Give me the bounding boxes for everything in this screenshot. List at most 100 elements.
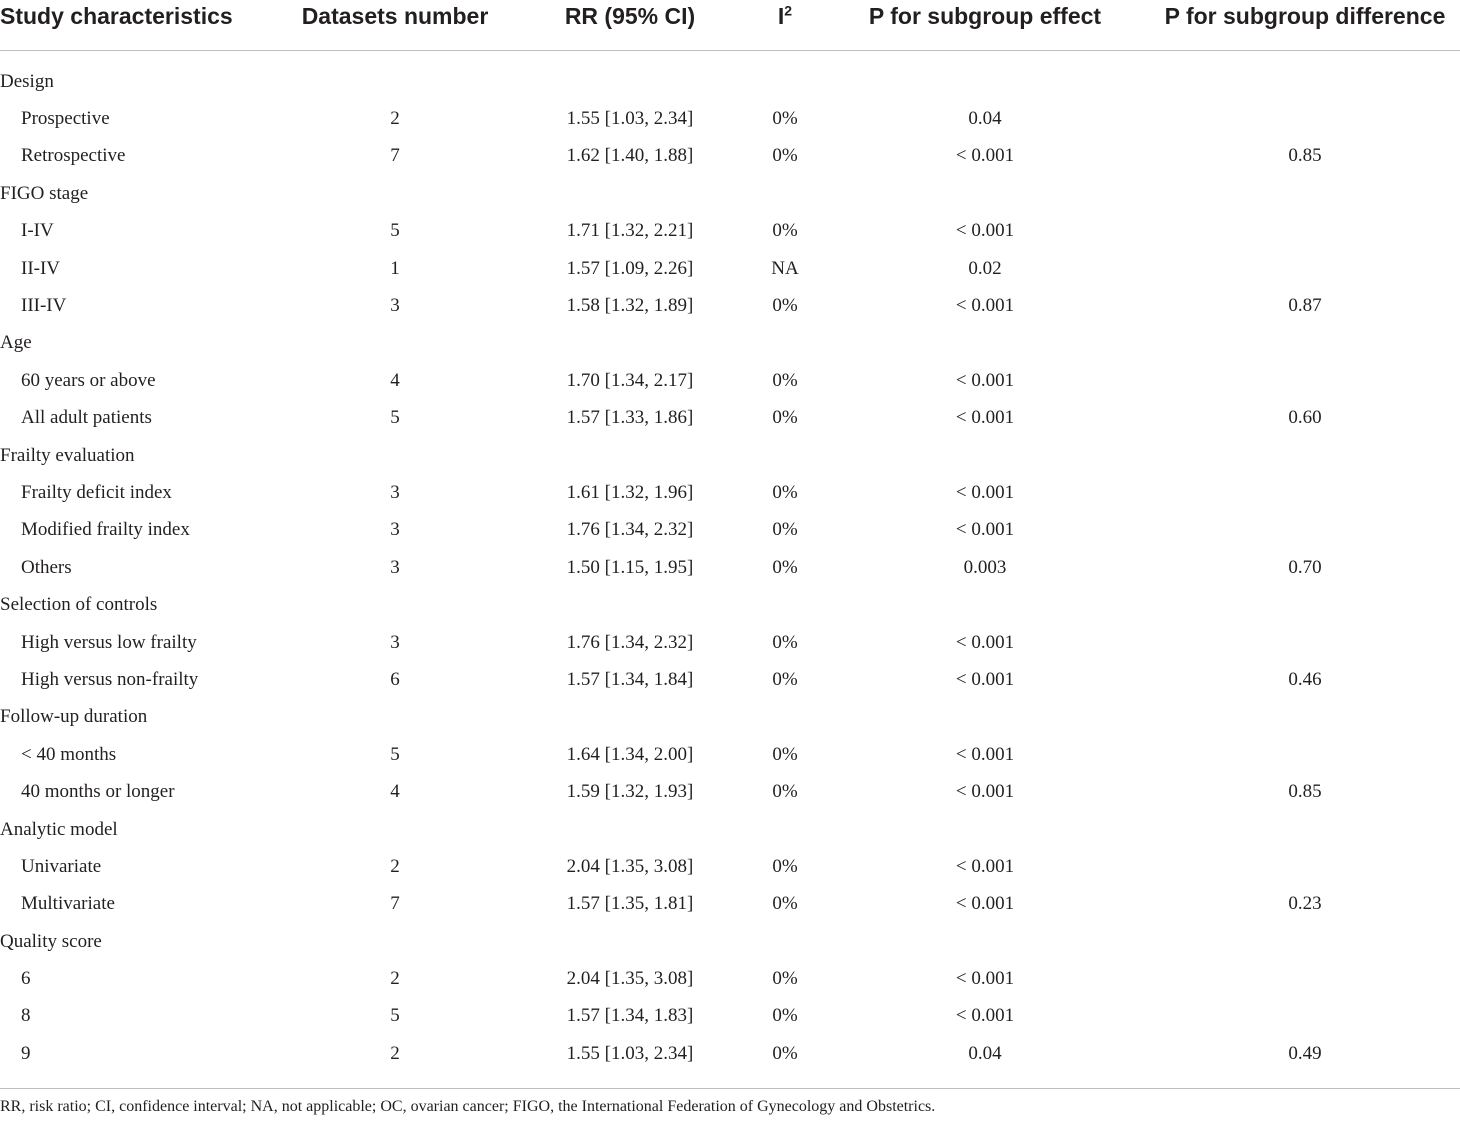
table-row: All adult patients 5 1.57 [1.33, 1.86] 0% < … xyxy=(0,400,1460,437)
header-p-subgroup-effect: P for subgroup effect xyxy=(820,0,1150,51)
p-subgroup-effect-cell xyxy=(820,699,1150,736)
datasets-number-cell: 3 xyxy=(390,631,400,653)
subgroup-label: High versus low frailty xyxy=(21,631,197,653)
p-subgroup-effect-cell: < 0.001 xyxy=(955,631,1015,653)
i2-cell: 0% xyxy=(772,668,798,690)
p-subgroup-effect-cell: < 0.001 xyxy=(955,407,1015,429)
group-label: Analytic model xyxy=(0,818,118,840)
risk-ratio-cell xyxy=(510,699,750,736)
p-subgroup-difference-cell xyxy=(1150,736,1460,773)
datasets-number-cell: 4 xyxy=(390,369,400,391)
p-subgroup-difference-cell xyxy=(1150,437,1460,474)
datasets-number-cell: 4 xyxy=(390,781,400,803)
datasets-number-cell: 6 xyxy=(390,668,400,690)
subgroup-label: High versus non-frailty xyxy=(21,668,199,690)
p-subgroup-effect-cell xyxy=(820,437,1150,474)
risk-ratio-cell: 1.58 [1.32, 1.89] xyxy=(566,295,694,317)
subgroup-label: Others xyxy=(21,556,72,578)
header-study-characteristics: Study characteristics xyxy=(0,0,280,51)
datasets-number-cell: 5 xyxy=(390,407,400,429)
p-subgroup-effect-cell xyxy=(820,325,1150,362)
subgroup-label: Modified frailty index xyxy=(21,519,190,541)
table-group-row: Analytic model xyxy=(0,811,1460,848)
i2-cell: 0% xyxy=(772,145,798,167)
table-group-row: Frailty evaluation xyxy=(0,437,1460,474)
risk-ratio-cell xyxy=(510,923,750,960)
risk-ratio-cell xyxy=(510,325,750,362)
p-subgroup-difference-cell xyxy=(1150,100,1460,137)
datasets-number-cell xyxy=(280,923,510,960)
table-row: Retrospective 7 1.62 [1.40, 1.88] 0% < 0.001… xyxy=(0,138,1460,175)
datasets-number-cell: 3 xyxy=(390,295,400,317)
datasets-number-cell: 2 xyxy=(390,968,400,990)
p-subgroup-difference-cell: 0.85 xyxy=(1288,781,1322,803)
i2-cell xyxy=(750,325,820,362)
table-row: Multivariate 7 1.57 [1.35, 1.81] 0% < 0.001 0… xyxy=(0,886,1460,923)
table-row: I-IV 5 1.71 [1.32, 2.21] 0% < 0.001 xyxy=(0,213,1460,250)
risk-ratio-cell: 1.57 [1.34, 1.84] xyxy=(566,668,694,690)
p-subgroup-effect-cell xyxy=(820,923,1150,960)
datasets-number-cell: 5 xyxy=(390,743,400,765)
group-label: FIGO stage xyxy=(0,182,89,204)
table-row: Prospective 2 1.55 [1.03, 2.34] 0% 0.04 xyxy=(0,100,1460,137)
subgroup-label: Retrospective xyxy=(21,145,126,167)
datasets-number-cell: 1 xyxy=(390,257,400,279)
header-i2: I2 xyxy=(750,0,820,51)
table-header: Study characteristics Datasets number RR… xyxy=(0,0,1460,51)
table-group-row: Age xyxy=(0,325,1460,362)
risk-ratio-cell xyxy=(510,175,750,212)
i2-cell: 0% xyxy=(772,481,798,503)
p-subgroup-difference-cell xyxy=(1150,474,1460,511)
p-subgroup-effect-cell: 0.02 xyxy=(968,257,1002,279)
p-subgroup-difference-cell: 0.70 xyxy=(1288,556,1322,578)
risk-ratio-cell: 1.76 [1.34, 2.32] xyxy=(566,631,694,653)
p-subgroup-difference-cell: 0.87 xyxy=(1288,295,1322,317)
p-subgroup-difference-cell xyxy=(1150,213,1460,250)
i2-cell: 0% xyxy=(772,556,798,578)
subgroup-label: < 40 months xyxy=(21,743,117,765)
table-group-row: Selection of controls xyxy=(0,586,1460,623)
p-subgroup-difference-cell xyxy=(1150,699,1460,736)
p-subgroup-effect-cell: < 0.001 xyxy=(955,369,1015,391)
p-subgroup-difference-cell xyxy=(1150,175,1460,212)
group-label: Design xyxy=(0,70,54,92)
subgroup-label: 8 xyxy=(21,1005,31,1027)
risk-ratio-cell xyxy=(510,811,750,848)
p-subgroup-effect-cell: < 0.001 xyxy=(955,295,1015,317)
i2-cell: 0% xyxy=(772,108,798,130)
i2-cell xyxy=(750,586,820,623)
header-rr: RR (95% CI) xyxy=(510,0,750,51)
risk-ratio-cell: 1.57 [1.09, 2.26] xyxy=(566,257,694,279)
p-subgroup-effect-cell: 0.04 xyxy=(968,1042,1002,1064)
p-subgroup-difference-cell xyxy=(1150,250,1460,287)
header-i2-base: I xyxy=(777,3,785,29)
p-subgroup-difference-cell xyxy=(1150,923,1460,960)
subgroup-analysis-table: Study characteristics Datasets number RR… xyxy=(0,0,1460,1073)
i2-cell: 0% xyxy=(772,1005,798,1027)
subgroup-label: Frailty deficit index xyxy=(21,481,172,503)
datasets-number-cell: 5 xyxy=(390,1005,400,1027)
subgroup-label: Prospective xyxy=(21,108,110,130)
risk-ratio-cell: 1.59 [1.32, 1.93] xyxy=(566,781,694,803)
i2-cell: 0% xyxy=(772,220,798,242)
subgroup-label: III-IV xyxy=(21,295,67,317)
p-subgroup-effect-cell xyxy=(820,586,1150,623)
p-subgroup-difference-cell xyxy=(1150,848,1460,885)
p-subgroup-effect-cell: 0.003 xyxy=(963,556,1007,578)
datasets-number-cell: 2 xyxy=(390,1042,400,1064)
i2-cell xyxy=(750,175,820,212)
i2-cell: 0% xyxy=(772,1042,798,1064)
table-body: Design Prospective 2 1.55 [1.03, 2.34] 0% 0.0… xyxy=(0,51,1460,1073)
i2-cell xyxy=(750,51,820,101)
header-i2-superscript: 2 xyxy=(784,2,793,19)
p-subgroup-effect-cell: 0.04 xyxy=(968,108,1002,130)
datasets-number-cell xyxy=(280,51,510,101)
p-subgroup-effect-cell: < 0.001 xyxy=(955,968,1015,990)
i2-cell xyxy=(750,437,820,474)
risk-ratio-cell: 1.50 [1.15, 1.95] xyxy=(566,556,694,578)
i2-cell: 0% xyxy=(772,743,798,765)
p-subgroup-difference-cell xyxy=(1150,362,1460,399)
risk-ratio-cell: 1.76 [1.34, 2.32] xyxy=(566,519,694,541)
i2-cell: NA xyxy=(771,257,799,279)
p-subgroup-effect-cell: < 0.001 xyxy=(955,668,1015,690)
